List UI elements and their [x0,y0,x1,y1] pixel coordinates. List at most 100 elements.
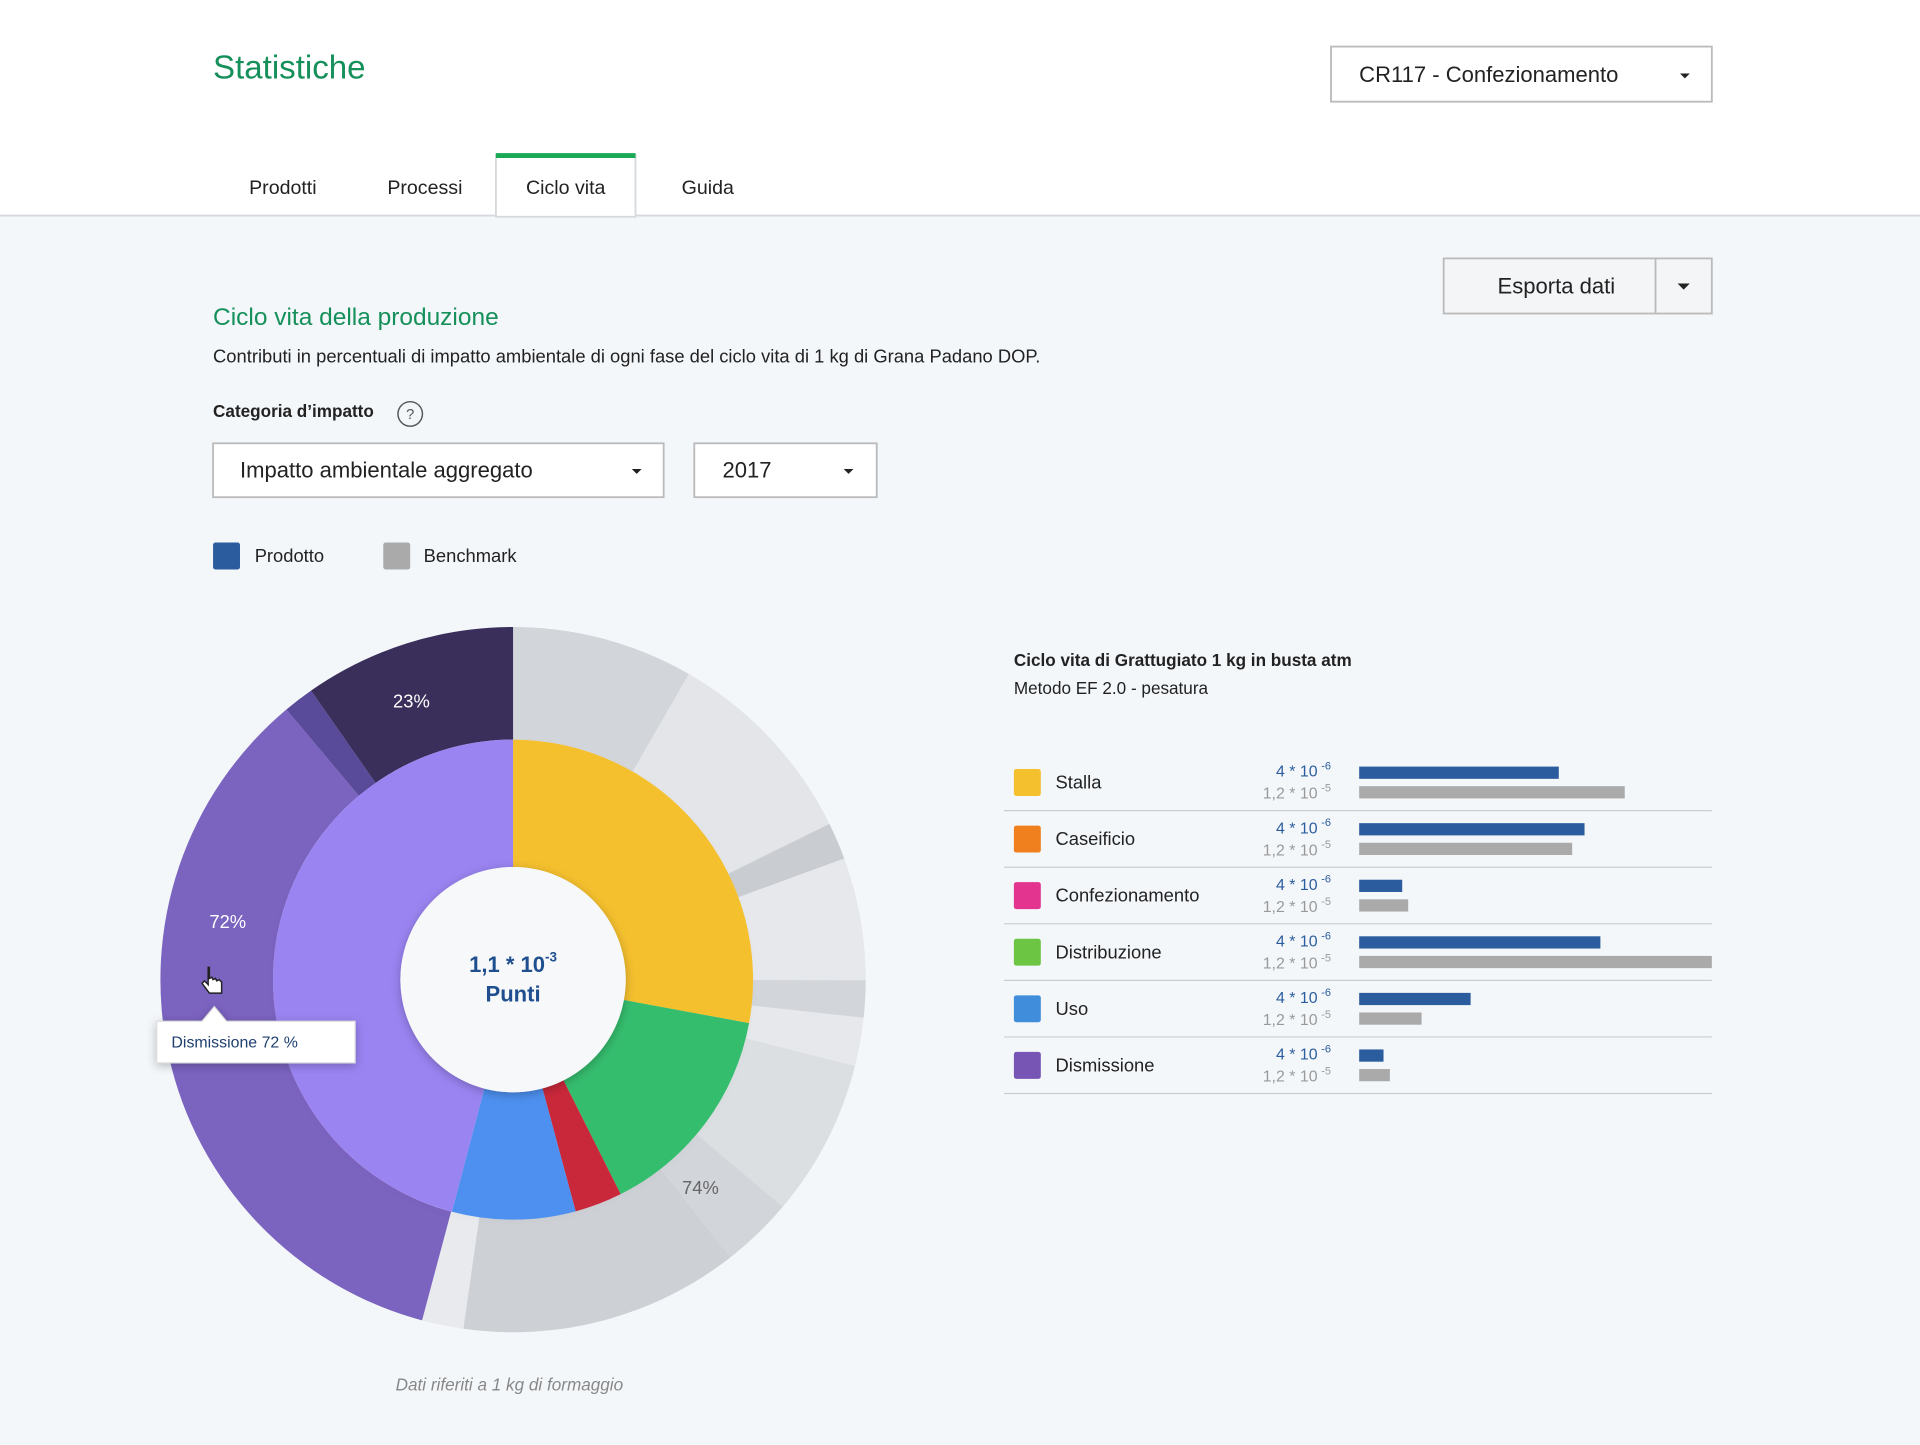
value-exp: -6 [1321,817,1331,829]
category-swatch [1013,882,1041,910]
tab: Prodotti [249,177,316,199]
donut-hole [400,866,626,1093]
value-text: 4 * 10 -6 [1276,817,1331,837]
value-text: 1,2 * 10 -5 [1263,1009,1331,1029]
legend-label: Prodotto [255,545,324,566]
donut-segment [728,823,845,898]
value-base: 1,2 * 10 [1263,899,1318,916]
bar [1359,899,1409,912]
category-select[interactable] [212,442,665,499]
bar [1359,936,1601,949]
bar [1359,1069,1390,1082]
value-base: 1,2 * 10 [1263,956,1318,973]
cursor-icon [201,966,223,994]
category-swatch [1013,825,1041,853]
year-select[interactable] [693,442,878,499]
value-text: 1,2 * 10 -5 [1263,952,1331,972]
value-exp: -6 [1321,987,1331,999]
ring-annotation: 74% [682,1177,719,1198]
dropdown-arrow [843,469,854,474]
donut-segment [660,1134,783,1258]
category-swatch [1013,769,1041,796]
value-exp: -5 [1321,952,1331,964]
category-swatch [1013,1051,1041,1079]
active-tab-bar [495,153,636,159]
donut-segment [632,673,830,874]
value-exp: -5 [1321,1009,1331,1021]
category-label: Uso [1056,998,1089,1019]
tab: Processi [387,177,462,199]
value-base: 1,2 * 10 [1263,786,1318,803]
value-base: 4 * 10 [1276,820,1318,837]
value-exp: -6 [1321,760,1331,772]
tab: Ciclo vita [526,177,606,199]
value-exp: -5 [1321,783,1331,795]
category-swatch [1013,938,1041,966]
value-base: 1,2 * 10 [1263,1069,1318,1086]
donut-segment [160,709,452,1321]
donut-segment [451,1088,576,1220]
bar [1359,823,1585,836]
bar [1359,955,1712,969]
value-base: 1,2 * 10 [1263,1012,1318,1029]
bar [1359,879,1403,892]
value-base: 4 * 10 [1276,877,1318,894]
donut-segment [738,858,866,981]
bar [1359,786,1625,799]
legend-swatch [213,542,240,570]
donut-segment [745,1005,864,1066]
donut-segment [463,1168,731,1333]
section-description: Contributi in percentuali di impatto amb… [213,345,1040,366]
value-text: 1,2 * 10 -5 [1263,896,1331,916]
donut-segment [311,626,514,783]
selector-box[interactable] [1330,45,1713,103]
filter-label: Categoria d’impatto [213,401,374,421]
donut-segment [542,1080,621,1212]
value-text: 4 * 10 -6 [1276,930,1331,950]
category-label: Stalla [1056,772,1103,793]
value-text: 4 * 10 -6 [1276,760,1331,780]
value-text: 4 * 10 -6 [1276,987,1331,1007]
category-label: Dismissione [1056,1054,1155,1075]
dropdown-arrow [1677,283,1690,290]
bar [1359,992,1471,1006]
header-bg [0,0,1920,216]
page-title: Statistiche [213,50,365,87]
donut-segment [422,1211,480,1329]
center-base: 1,1 * 10 [469,952,545,977]
legend-swatch [383,542,411,570]
value-text: 1,2 * 10 -5 [1263,1065,1331,1085]
value-text: 1,2 * 10 -5 [1263,783,1331,803]
bar [1359,766,1559,779]
footnote: Dati riferiti a 1 kg di formaggio [396,1375,623,1395]
donut-segment [751,980,866,1018]
value-text: 4 * 10 -6 [1276,1043,1331,1063]
export-button[interactable] [1442,257,1713,315]
category-label: Caseificio [1056,828,1136,849]
value-base: 4 * 10 [1276,934,1318,951]
center-exp: -3 [545,949,557,964]
value-text: 1,2 * 10 -5 [1263,839,1331,859]
value-exp: -5 [1321,1065,1331,1077]
dropdown-arrow [1680,73,1690,79]
center-unit: Punti [486,981,541,1006]
value-exp: -6 [1321,1043,1331,1055]
bar [1359,1049,1384,1062]
category-swatch [1013,995,1041,1023]
value-exp: -6 [1321,874,1331,886]
value-exp: -5 [1321,839,1331,851]
ring-annotation: 72% [209,911,246,932]
bar-subtitle: Metodo EF 2.0 - pesatura [1014,678,1209,698]
year-text: 2017 [722,457,771,482]
tooltip-box [156,1005,356,1064]
value-base: 1,2 * 10 [1263,843,1318,860]
donut-segment [286,690,376,796]
bar [1359,842,1573,855]
help-icon[interactable] [397,400,424,427]
active-tab [495,153,637,218]
bar-title: Ciclo vita di Grattugiato 1 kg in busta … [1014,650,1352,670]
bar [1359,1012,1422,1025]
tab: Guida [682,177,734,199]
category-label: Confezionamento [1056,885,1200,906]
